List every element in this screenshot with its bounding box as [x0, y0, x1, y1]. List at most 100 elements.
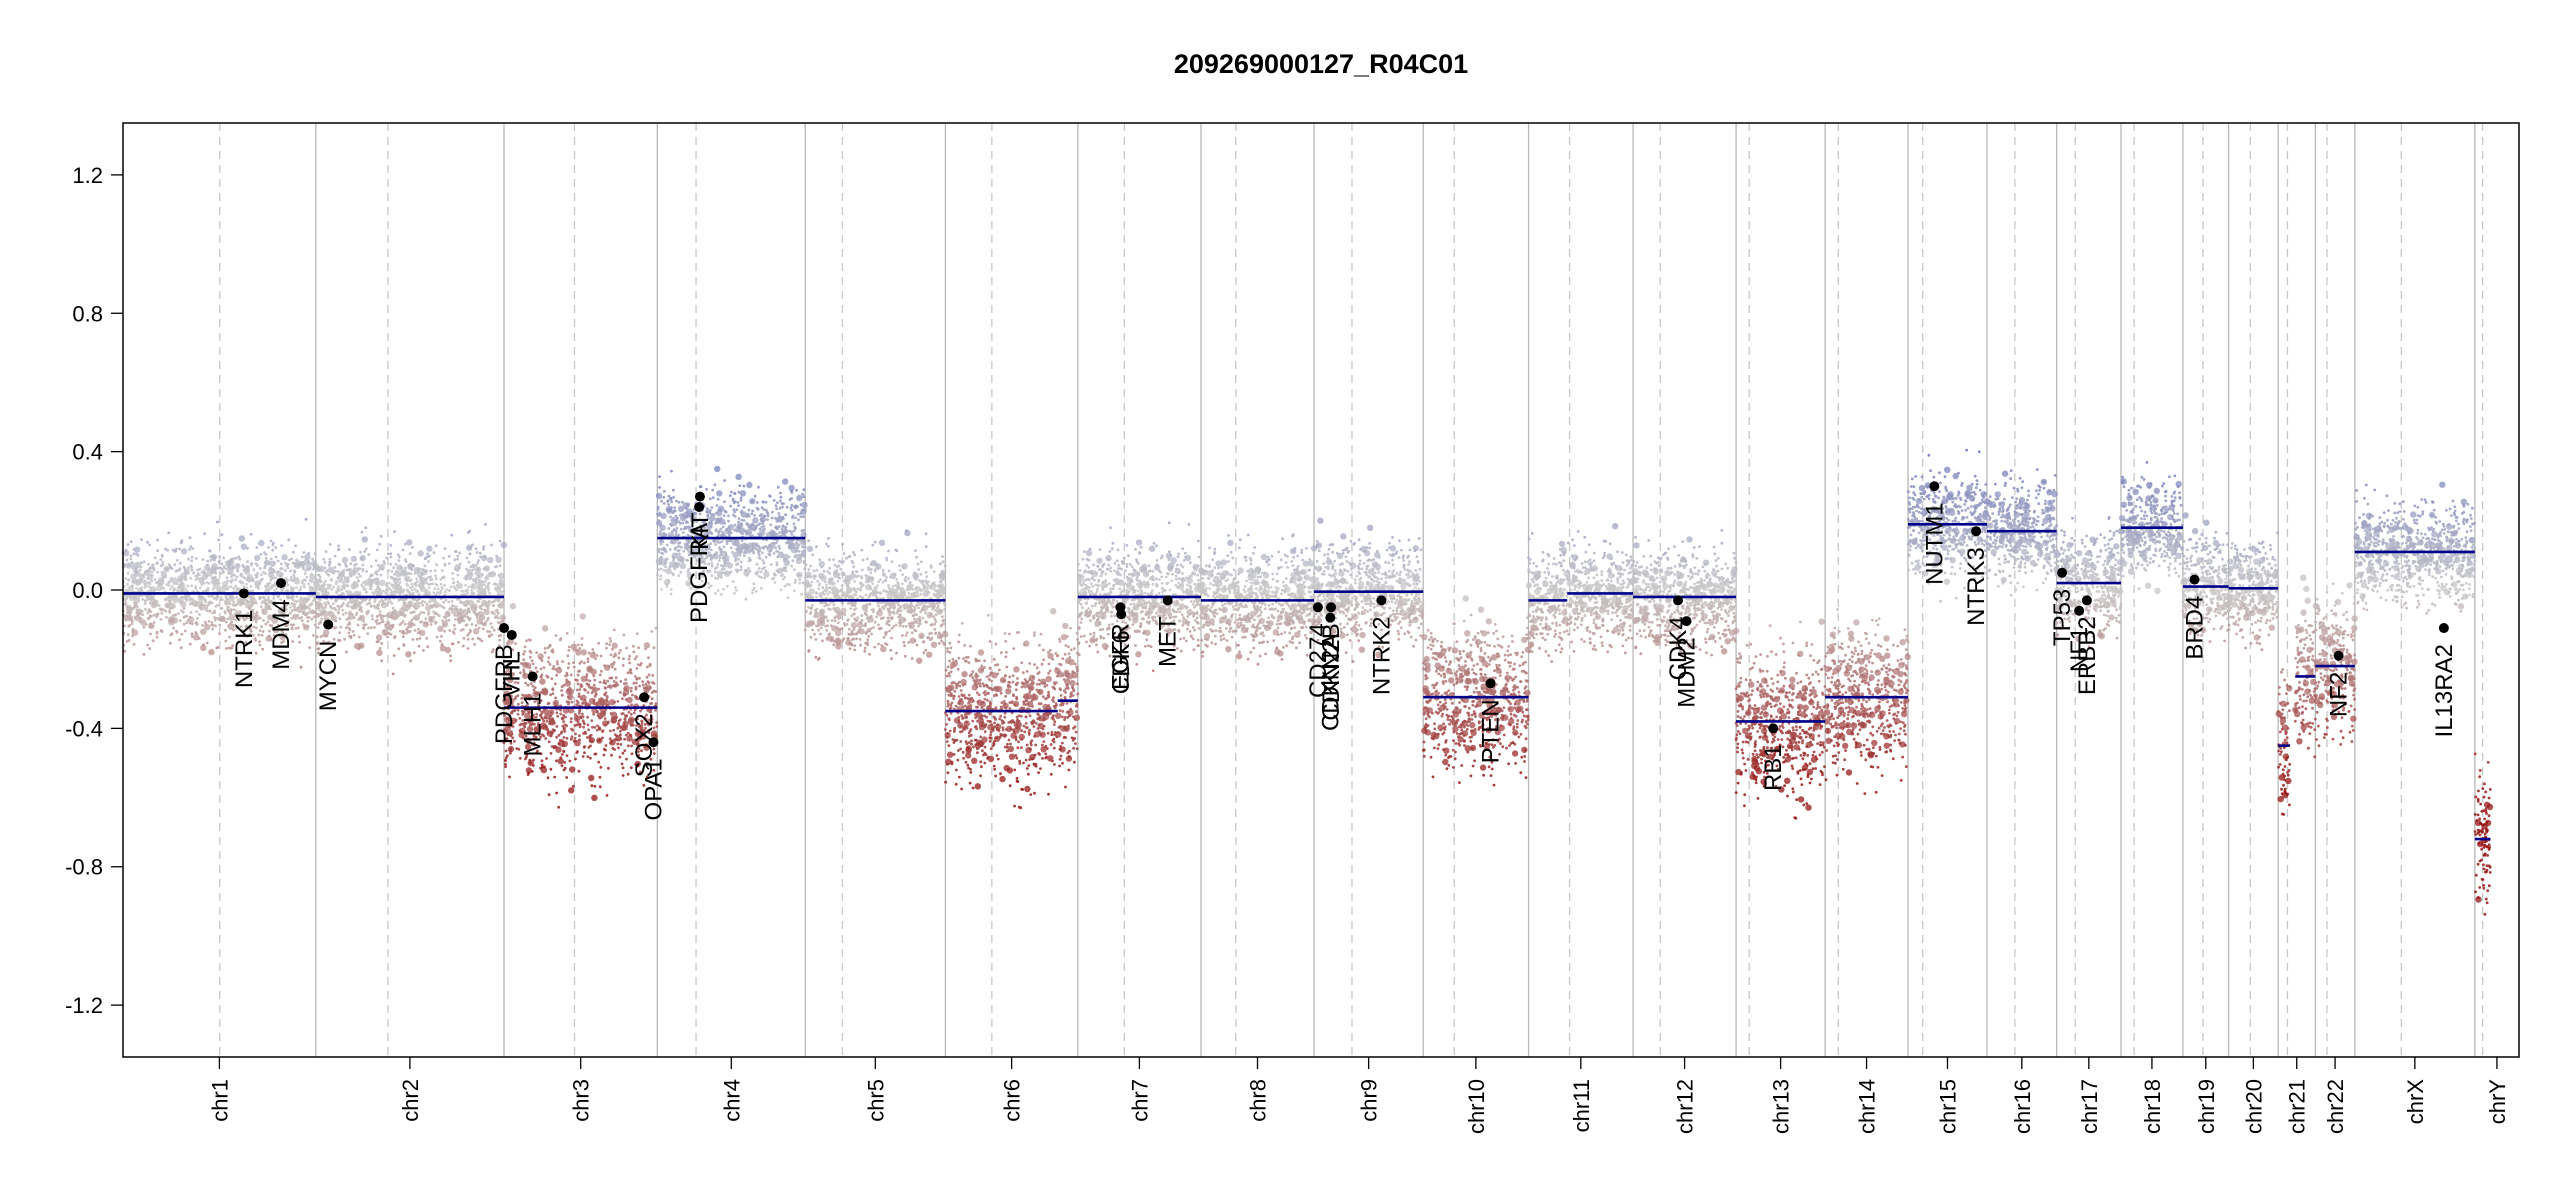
probe-point: [531, 662, 535, 666]
probe-point: [779, 551, 783, 555]
probe-point: [924, 571, 928, 574]
probe-point: [468, 552, 472, 556]
probe-point: [573, 736, 577, 740]
probe-point: [261, 608, 268, 615]
probe-point: [493, 565, 497, 569]
probe-point: [461, 644, 465, 648]
probe-point: [656, 573, 659, 577]
probe-point: [123, 602, 127, 606]
probe-point: [796, 494, 803, 502]
probe-point: [203, 620, 207, 624]
probe-point: [495, 608, 499, 612]
probe-point: [632, 650, 636, 654]
probe-point: [484, 586, 488, 589]
probe-point: [150, 601, 158, 609]
probe-point: [901, 563, 908, 570]
probe-point: [246, 634, 249, 638]
probe-point: [430, 578, 434, 581]
probe-point: [338, 617, 342, 620]
probe-point: [383, 562, 386, 565]
probe-point: [131, 630, 135, 634]
probe-point: [148, 647, 152, 650]
probe-point: [527, 771, 531, 775]
probe-point: [283, 569, 287, 572]
probe-point: [815, 545, 818, 549]
probe-point: [125, 597, 129, 600]
probe-point: [613, 748, 616, 751]
probe-point: [453, 614, 457, 617]
probe-point: [705, 488, 708, 491]
probe-point: [332, 637, 336, 641]
probe-point: [286, 651, 290, 654]
probe-point: [380, 618, 384, 621]
probe-point: [656, 507, 660, 511]
probe-point: [565, 724, 568, 728]
probe-point: [580, 643, 584, 647]
probe-point: [875, 584, 879, 588]
probe-point: [647, 656, 650, 660]
probe-point: [795, 557, 803, 565]
probe-point: [146, 643, 149, 647]
probe-point: [731, 551, 734, 554]
probe-point: [665, 543, 669, 547]
probe-point: [753, 514, 756, 517]
probe-point: [287, 619, 290, 623]
probe-point: [490, 600, 494, 604]
probe-point: [604, 691, 608, 695]
probe-point: [167, 531, 171, 535]
probe-point: [407, 625, 411, 629]
probe-point: [236, 587, 240, 591]
probe-point: [605, 703, 608, 707]
probe-point: [715, 566, 719, 569]
probe-point: [630, 686, 633, 690]
probe-point: [369, 604, 373, 608]
probe-point: [129, 557, 133, 561]
probe-point: [378, 563, 385, 571]
probe-point: [303, 625, 307, 629]
probe-point: [301, 561, 304, 564]
probe-point: [778, 547, 782, 550]
probe-point: [609, 739, 616, 746]
probe-point: [380, 659, 383, 663]
probe-point: [575, 714, 578, 718]
probe-point: [356, 623, 360, 627]
probe-point: [721, 571, 725, 575]
probe-point: [389, 544, 393, 547]
probe-point: [135, 566, 139, 570]
probe-point: [610, 665, 614, 669]
probe-point: [222, 556, 226, 560]
probe-point: [319, 587, 322, 591]
probe-point: [153, 556, 157, 560]
probe-point: [777, 512, 781, 515]
probe-point: [623, 718, 627, 721]
probe-point: [525, 639, 528, 643]
probe-point: [232, 586, 236, 590]
probe-point: [485, 574, 489, 578]
probe-point: [294, 544, 297, 548]
probe-point: [732, 508, 736, 512]
probe-point: [287, 538, 291, 542]
probe-point: [751, 523, 755, 527]
probe-point: [860, 548, 864, 552]
probe-point: [803, 508, 807, 511]
probe-point: [498, 564, 502, 568]
probe-point: [284, 607, 288, 611]
probe-point: [249, 585, 253, 588]
probe-point: [401, 635, 405, 639]
probe-point: [344, 626, 348, 630]
probe-point: [126, 543, 130, 547]
probe-point: [790, 530, 793, 534]
probe-point: [463, 608, 466, 612]
probe-point: [880, 645, 887, 653]
probe-point: [142, 560, 146, 564]
probe-point: [507, 639, 511, 643]
probe-point: [581, 755, 585, 758]
probe-point: [565, 688, 572, 695]
probe-point: [341, 584, 344, 588]
probe-point: [659, 567, 663, 571]
probe-point: [475, 613, 479, 616]
probe-point: [488, 630, 492, 634]
probe-point: [737, 558, 741, 561]
probe-point: [160, 570, 164, 574]
probe-point: [570, 700, 574, 704]
